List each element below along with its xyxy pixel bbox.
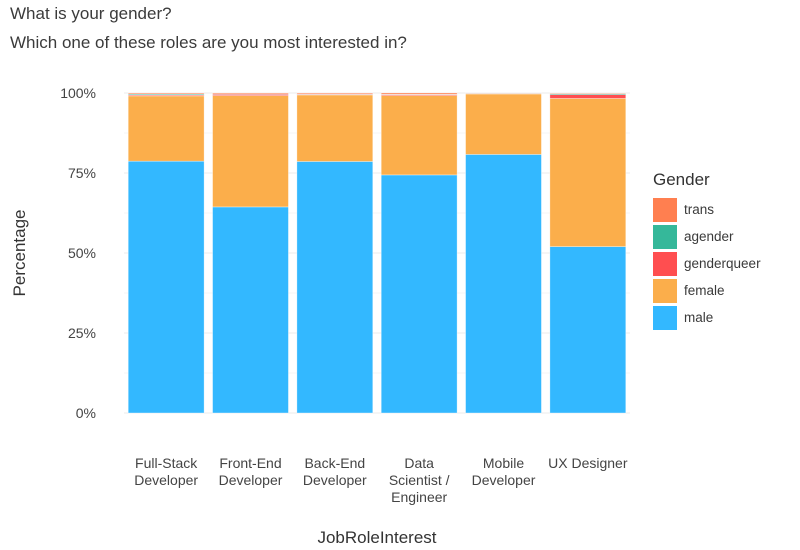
legend: Gender trans agender genderqueer female male [653,170,761,331]
bar-segment-female [127,95,205,162]
bar-segment-trans [212,92,289,95]
x-tick-label-line: Data [404,455,434,471]
bar-segment-female [549,98,627,247]
legend-item-male: male [653,304,761,331]
bar-segment-male [296,161,374,414]
bar-segment-male [380,174,458,414]
x-tick-label-line: UX Designer [548,455,628,471]
legend-swatch [653,251,677,276]
bar-segment-female [212,95,289,208]
x-tick-label-line: Engineer [391,489,447,505]
x-tick-label: UX Designer [548,455,628,471]
x-tick-label-line: Front-End [219,455,281,471]
legend-item-agender: agender [653,223,761,250]
chart-title: What is your gender? [10,4,172,23]
x-axis-label: JobRoleInterest [317,528,436,547]
x-tick-label-line: Developer [134,472,198,488]
legend-label: agender [684,229,734,244]
legend-label: female [684,283,725,298]
x-tick-label-line: Developer [472,472,536,488]
bar-segment-female [465,93,542,155]
legend-item-female: female [653,277,761,304]
x-tick-label: Data Scientist / Engineer [389,455,450,505]
legend-label: trans [684,202,715,217]
legend-label: male [684,310,714,325]
legend-item-trans: trans [653,196,761,223]
legend-swatch [653,305,677,330]
y-axis-ticks: 0% 25% 50% 75% 100% [60,85,96,421]
y-tick-label: 50% [68,245,96,261]
bars [127,92,627,414]
legend-title: Gender [653,170,710,189]
x-tick-label-line: Full-Stack [135,455,198,471]
y-tick-label: 100% [60,85,96,101]
legend-swatch [653,224,677,249]
legend-swatch [653,278,677,303]
chart-subtitle: Which one of these roles are you most in… [10,33,407,52]
legend-swatch [653,197,677,222]
bar-segment-female [380,95,458,176]
bar-segment-male [212,206,289,414]
bar-segment-trans [127,92,205,95]
bar-segment-trans [549,92,627,94]
x-tick-label: Full-Stack Developer [134,455,198,488]
x-tick-label: Mobile Developer [472,455,536,488]
x-tick-label-line: Mobile [483,455,524,471]
gridlines [124,92,630,414]
bar-segment-male [549,246,627,414]
bar-segment-trans [380,92,458,95]
x-tick-label-line: Scientist / [389,472,450,488]
y-tick-label: 75% [68,165,96,181]
x-tick-label-line: Developer [303,472,367,488]
bar-segment-male [127,160,205,414]
legend-item-genderqueer: genderqueer [653,250,761,277]
y-tick-label: 0% [76,405,96,421]
legend-label: genderqueer [684,256,761,271]
bar-segment-female [296,94,374,162]
x-tick-label-line: Back-End [304,455,365,471]
bar-segment-male [465,154,542,414]
bar-segment-trans [296,92,374,95]
bar-segment-genderqueer [549,94,627,99]
y-tick-label: 25% [68,325,96,341]
x-tick-label-line: Developer [219,472,283,488]
x-tick-label: Front-End Developer [219,455,283,488]
y-axis-label: Percentage [10,210,29,297]
x-tick-label: Back-End Developer [303,455,367,488]
